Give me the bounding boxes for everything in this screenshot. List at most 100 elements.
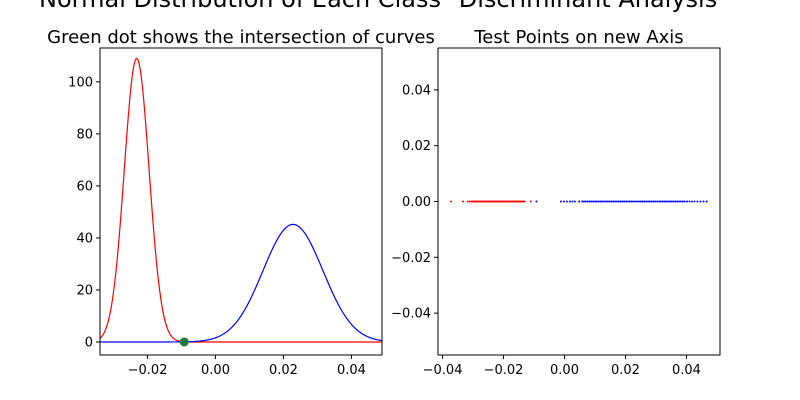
blue-test-point xyxy=(665,200,668,203)
blue-test-point xyxy=(562,200,565,203)
projection-panel: Test Points on new Axis −0.04 −0.02 0.00 0.… xyxy=(391,27,721,378)
red-test-point xyxy=(522,200,525,203)
blue-test-point xyxy=(639,200,642,203)
blue-test-point xyxy=(634,200,637,203)
blue-test-point xyxy=(583,200,586,203)
blue-test-point xyxy=(569,200,572,203)
blue-test-point xyxy=(592,200,595,203)
blue-test-point xyxy=(628,200,631,203)
blue-test-point xyxy=(669,200,671,203)
blue-test-point xyxy=(693,200,696,203)
blue-test-point xyxy=(601,200,604,203)
blue-test-point xyxy=(658,200,661,203)
projection-panel-title: Test Points on new Axis xyxy=(473,27,683,48)
blue-test-point xyxy=(659,200,662,203)
blue-test-point xyxy=(626,200,629,203)
distribution-plot-frame xyxy=(99,47,383,356)
blue-test-point xyxy=(619,200,622,203)
blue-test-point xyxy=(578,200,581,203)
distribution-y-tick-label: 40 xyxy=(76,231,93,246)
blue-test-point xyxy=(606,200,609,203)
blue-test-point xyxy=(690,200,693,203)
blue-test-point xyxy=(679,200,682,203)
projection-x-tick-label: 0.00 xyxy=(550,363,579,378)
projection-y-tick-label: −0.02 xyxy=(391,251,431,266)
projection-y-tick-label: −0.04 xyxy=(391,307,431,322)
red-test-point xyxy=(529,200,532,203)
blue-test-point xyxy=(652,200,655,203)
blue-test-point xyxy=(686,200,689,203)
blue-test-point xyxy=(617,200,620,203)
blue-test-point xyxy=(608,200,611,203)
projection-points xyxy=(450,200,708,203)
blue-test-point xyxy=(535,200,538,203)
blue-test-point xyxy=(588,200,591,203)
blue-class-curve xyxy=(100,223,383,343)
blue-test-point xyxy=(597,200,600,203)
blue-test-point xyxy=(584,200,587,203)
blue-test-point xyxy=(688,200,691,203)
distribution-y-tick-label: 20 xyxy=(76,283,93,298)
blue-test-point xyxy=(621,200,624,203)
red-test-point xyxy=(466,200,469,203)
projection-x-axis: −0.04 −0.02 0.00 0.02 0.04 xyxy=(423,355,701,378)
blue-test-point xyxy=(599,200,602,203)
distribution-panel: Green dot shows the intersection of curv… xyxy=(47,27,435,378)
blue-test-point xyxy=(648,200,651,203)
blue-test-point xyxy=(670,200,673,203)
distribution-y-axis: 0 20 40 60 80 100 xyxy=(68,75,100,350)
distribution-x-tick-label: 0.02 xyxy=(269,363,298,378)
blue-test-point xyxy=(559,200,562,203)
blue-test-point xyxy=(667,200,670,203)
blue-test-point xyxy=(612,200,615,203)
blue-test-point xyxy=(674,200,677,203)
blue-test-point xyxy=(623,200,626,203)
distribution-marks xyxy=(179,337,189,347)
red-test-point xyxy=(523,200,526,203)
blue-test-point xyxy=(645,200,648,203)
distribution-y-tick-label: 100 xyxy=(68,75,93,90)
blue-test-point xyxy=(676,200,679,203)
blue-test-point xyxy=(625,200,628,203)
distribution-x-tick-label: −0.02 xyxy=(128,363,168,378)
blue-test-point xyxy=(702,200,705,203)
projection-x-tick-label: 0.04 xyxy=(672,363,701,378)
projection-y-axis: −0.04 −0.02 0.00 0.02 0.04 xyxy=(391,83,438,322)
projection-y-tick-label: 0.00 xyxy=(402,195,431,210)
blue-test-point xyxy=(663,200,666,203)
distribution-curves xyxy=(99,57,383,343)
blue-test-point xyxy=(661,200,664,203)
suptitle-right: Discriminant Analysis xyxy=(459,0,717,13)
blue-test-point xyxy=(604,200,607,203)
intersection-point xyxy=(179,337,189,347)
blue-test-point xyxy=(571,200,574,203)
blue-test-point xyxy=(573,200,576,203)
blue-test-point xyxy=(699,200,702,203)
distribution-x-axis: −0.02 0.00 0.02 0.04 xyxy=(128,355,366,378)
distribution-y-tick-label: 60 xyxy=(76,179,93,194)
blue-test-point xyxy=(636,200,639,203)
projection-y-tick-label: 0.02 xyxy=(402,139,431,154)
blue-test-point xyxy=(586,200,589,203)
red-test-point xyxy=(520,200,523,203)
distribution-x-tick-label: 0.00 xyxy=(201,363,230,378)
projection-y-tick-label: 0.04 xyxy=(402,83,431,98)
projection-x-tick-label: −0.02 xyxy=(484,363,524,378)
blue-test-point xyxy=(581,200,584,203)
red-test-point xyxy=(470,200,473,203)
distribution-panel-title: Green dot shows the intersection of curv… xyxy=(47,27,435,48)
blue-test-point xyxy=(615,200,618,203)
blue-test-point xyxy=(641,200,644,203)
distribution-y-tick-label: 80 xyxy=(76,127,93,142)
suptitle-left: Normal Distribution of Each Class xyxy=(39,0,441,13)
blue-test-point xyxy=(643,200,646,203)
blue-test-point xyxy=(678,200,681,203)
blue-test-point xyxy=(683,200,686,203)
blue-test-point xyxy=(656,200,659,203)
blue-test-point xyxy=(590,200,593,203)
blue-test-point xyxy=(647,200,650,203)
blue-test-point xyxy=(595,200,598,203)
blue-test-point xyxy=(654,200,657,203)
